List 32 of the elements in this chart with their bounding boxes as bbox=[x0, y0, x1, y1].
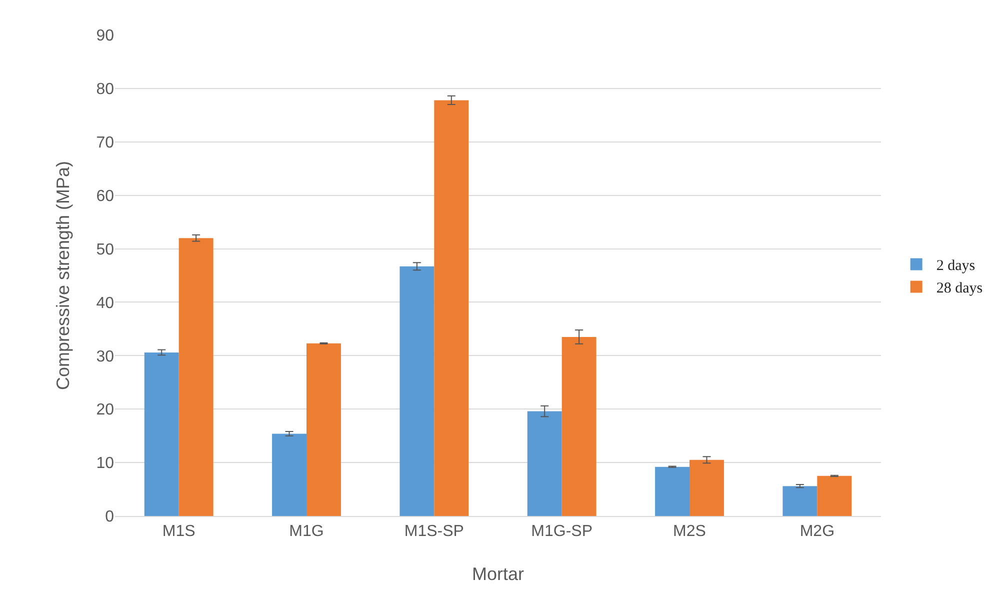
x-tick-label: M1S-SP bbox=[404, 523, 464, 540]
bar bbox=[817, 476, 852, 516]
x-tick-label: M1G-SP bbox=[531, 523, 592, 540]
legend-label: 2 days bbox=[936, 258, 976, 274]
x-tick-label: M1S bbox=[162, 523, 196, 540]
bar bbox=[655, 466, 690, 516]
y-tick-label: 90 bbox=[96, 28, 114, 45]
bar bbox=[690, 460, 724, 516]
legend-label: 28 days bbox=[936, 280, 983, 297]
bar bbox=[400, 266, 434, 516]
y-tick-label: 80 bbox=[96, 81, 114, 98]
y-tick-label: 60 bbox=[96, 188, 114, 205]
x-axis-title: Mortar bbox=[472, 564, 524, 584]
y-tick-label: 10 bbox=[96, 455, 114, 472]
y-tick-label: 40 bbox=[96, 294, 114, 312]
y-tick-label: 30 bbox=[96, 348, 114, 366]
bar bbox=[434, 100, 469, 516]
x-tick-label: M2G bbox=[800, 523, 835, 540]
bar bbox=[782, 486, 818, 516]
bar bbox=[272, 434, 306, 516]
y-tick-label: 70 bbox=[96, 134, 114, 152]
x-tick-label: M1G bbox=[289, 523, 324, 540]
y-tick-label: 20 bbox=[96, 402, 114, 419]
x-tick-label: M2S bbox=[673, 523, 706, 540]
bar bbox=[527, 411, 562, 516]
y-tick-label: 50 bbox=[96, 241, 114, 258]
bar bbox=[306, 343, 341, 516]
bar bbox=[562, 336, 596, 516]
bar bbox=[178, 238, 214, 516]
y-tick-label: 0 bbox=[105, 508, 114, 526]
y-axis-title: Compressive strength (MPa) bbox=[53, 160, 73, 390]
bar bbox=[144, 352, 179, 516]
